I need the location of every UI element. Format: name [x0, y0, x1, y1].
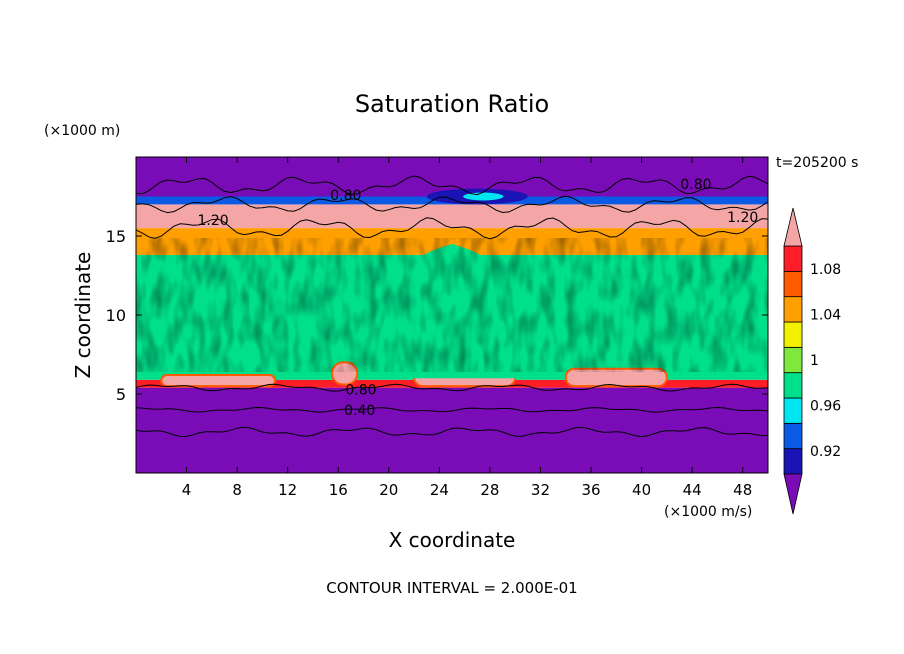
x-tick-label: 12 — [278, 481, 297, 499]
colorbar-swatch — [783, 270, 803, 298]
colorbar-swatch — [783, 448, 803, 475]
x-tick-label: 4 — [182, 481, 192, 499]
contour-line — [136, 217, 768, 240]
colorbar-swatch — [783, 397, 803, 424]
colorbar-swatch — [783, 346, 803, 374]
x-tick-label: 28 — [480, 481, 499, 499]
x-tick-label: 48 — [733, 481, 752, 499]
colorbar-swatch — [783, 245, 803, 272]
plot-area: 0.80 0.80 1.20 1.20 0.80 0.40 — [136, 157, 768, 473]
x-tick-label: 36 — [581, 481, 600, 499]
x-axis-ticks: 4 8 12 16 20 24 28 32 36 40 44 48 — [182, 157, 752, 499]
x-tick-label: 20 — [379, 481, 398, 499]
x-tick-label: 32 — [531, 481, 550, 499]
y-axis-title: Z coordinate — [71, 252, 95, 379]
contour-label: 0.80 — [330, 188, 361, 204]
x-tick-label: 16 — [329, 481, 348, 499]
contour-labels: 0.80 0.80 1.20 1.20 0.80 0.40 — [198, 177, 759, 419]
x-tick-label: 8 — [232, 481, 242, 499]
colorbar-label: 0.96 — [810, 399, 841, 415]
time-label: t=205200 s — [776, 155, 858, 171]
contour-label: 0.40 — [344, 403, 375, 419]
contour-line — [136, 383, 768, 392]
x-tick-label: 40 — [632, 481, 651, 499]
colorbar-min-arrow — [783, 473, 803, 515]
contour-label: 1.20 — [198, 213, 229, 229]
colorbar-label: 0.92 — [810, 444, 841, 460]
contour-label: 1.20 — [727, 210, 758, 226]
x-tick-label: 44 — [683, 481, 702, 499]
y-unit-label: (×1000 m) — [44, 123, 120, 139]
colorbar-max-arrow — [783, 207, 803, 247]
contour-line — [136, 426, 768, 438]
colorbar-swatch — [783, 422, 803, 450]
contour-label: 0.80 — [345, 382, 376, 398]
field-dry-core — [463, 192, 504, 201]
x-unit-label: (×1000 m/s) — [664, 504, 752, 520]
y-tick-label: 10 — [106, 306, 126, 325]
field-band — [136, 204, 768, 229]
contour-interval-note: CONTOUR INTERVAL = 2.000E-01 — [326, 579, 577, 597]
texture-overlay — [136, 238, 768, 372]
x-axis-title: X coordinate — [389, 528, 516, 552]
y-tick-label: 5 — [116, 385, 126, 404]
colorbar-label: 1.04 — [810, 307, 841, 323]
contour-line — [136, 406, 768, 413]
x-tick-label: 24 — [430, 481, 449, 499]
chart-title: Saturation Ratio — [355, 90, 549, 118]
colorbar-label: 1.08 — [810, 262, 841, 278]
contour-line — [136, 175, 768, 196]
colorbar-swatch — [783, 372, 803, 399]
colorbar-label: 1 — [810, 353, 819, 369]
y-axis-ticks: 5 10 15 — [106, 227, 768, 404]
field-lens — [160, 374, 277, 388]
contour-label: 0.80 — [680, 177, 711, 193]
field-band — [136, 387, 768, 473]
colorbar-swatch — [783, 321, 803, 348]
colorbar: 0.92 0.96 1 1.04 1.08 — [783, 207, 841, 515]
y-tick-label: 15 — [106, 227, 126, 246]
contour-lines — [136, 175, 768, 438]
contour-line — [136, 195, 768, 214]
colorbar-swatch — [783, 296, 803, 323]
